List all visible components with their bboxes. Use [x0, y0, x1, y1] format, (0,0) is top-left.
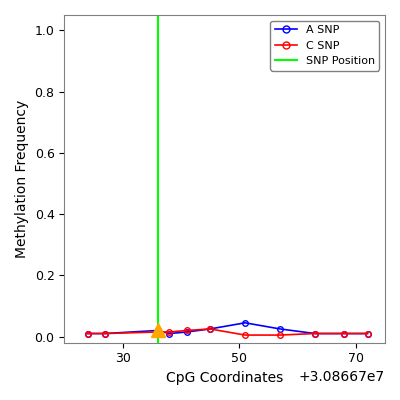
- X-axis label: CpG Coordinates: CpG Coordinates: [166, 371, 283, 385]
- Y-axis label: Methylation Frequency: Methylation Frequency: [15, 100, 29, 258]
- Legend: A SNP, C SNP, SNP Position: A SNP, C SNP, SNP Position: [270, 20, 380, 70]
